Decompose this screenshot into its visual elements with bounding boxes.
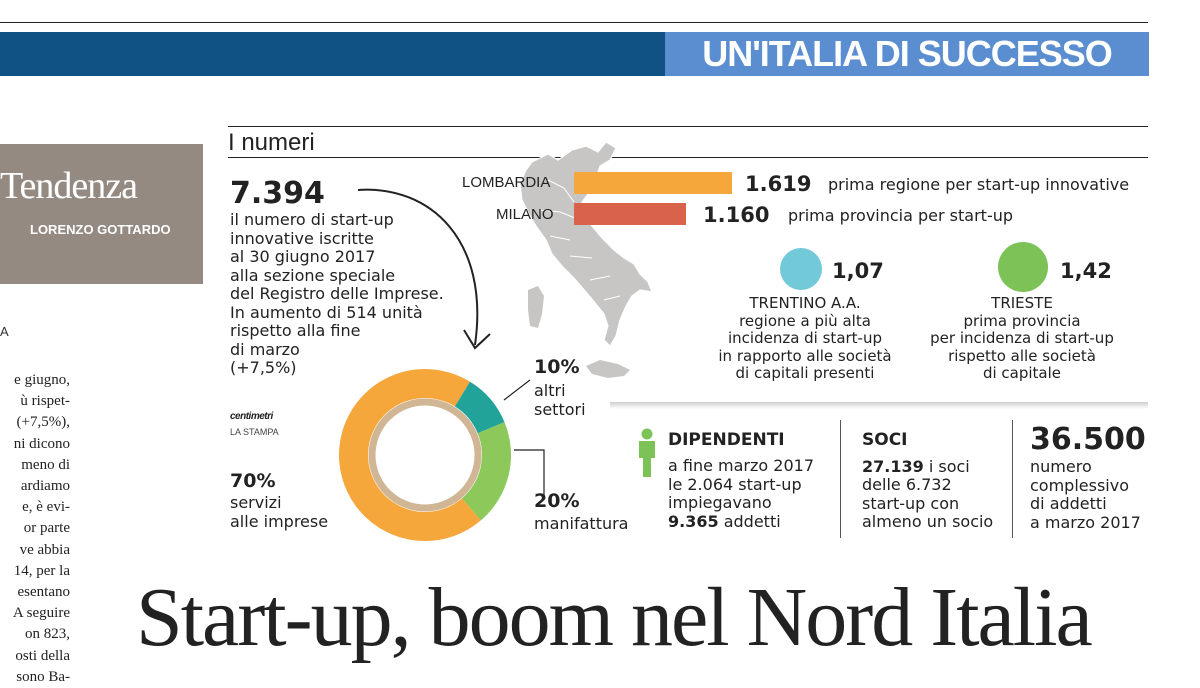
stats-divider-2 — [1012, 420, 1013, 538]
donut-slice-manifattura — [462, 422, 511, 521]
soci-line: almeno un socio — [862, 512, 994, 531]
article-line: e giugno, — [14, 372, 70, 388]
total-startups-value: 7.394 — [230, 176, 325, 211]
dipendenti-line: a fine marzo 2017 — [668, 456, 814, 475]
incidence-line: di capitale — [982, 364, 1062, 382]
sector-donut-chart — [339, 369, 511, 541]
label-servizi-value: 70% — [230, 470, 276, 492]
article-line: ù rispet- — [20, 393, 70, 410]
incidence-line: prima provincia — [963, 311, 1081, 330]
donut-leader-lines — [503, 379, 545, 500]
total-description-line: di marzo — [230, 339, 300, 359]
column-label: Tendenza — [0, 165, 138, 207]
dipendenti-title: DIPENDENTI — [668, 430, 785, 450]
total-description-line: il numero di start-up — [230, 210, 394, 229]
dipendenti-line: le 2.064 start-up — [668, 474, 802, 494]
addetti-line: complessivo — [1030, 475, 1129, 495]
rank-bar-milano — [574, 203, 686, 225]
rank-value-milano: 1.160 — [703, 203, 770, 227]
donut-slice-altri — [454, 381, 505, 434]
stats-divider-1 — [840, 420, 841, 538]
incidence-line: rispetto alle società — [948, 346, 1096, 365]
soci-text: delle 6.732 start-up con almeno un socio — [862, 475, 994, 532]
incidence-circle-trieste — [998, 242, 1048, 292]
total-description-line: al 30 giugno 2017 — [230, 247, 376, 266]
article-line: esentano — [17, 584, 70, 601]
total-description-line: del Registro delle Imprese. — [230, 284, 444, 303]
dipendenti-text: a fine marzo 2017 le 2.064 start-up impieg… — [668, 456, 814, 513]
rank-place-lombardia: LOMBARDIA — [462, 174, 551, 191]
label-servizi-text: servizi alle imprese — [230, 493, 329, 531]
incidence-line: in rapporto alle società — [718, 346, 892, 365]
credit-source: LA STAMPA — [230, 427, 279, 437]
soci-value-line: 27.139 i soci — [862, 457, 970, 476]
article-line: osti della — [15, 647, 70, 664]
soci-line: delle 6.732 — [862, 475, 952, 494]
article-line: e, è evi- — [22, 499, 70, 516]
label-altri-value: 10% — [534, 356, 580, 378]
addetti-value: 36.500 — [1030, 422, 1146, 457]
total-description-line: rispetto alla fine — [230, 321, 361, 340]
incidence-line: regione a più alta — [739, 311, 871, 330]
label-manifattura-text: manifattura — [534, 514, 629, 533]
article-line: on 823, — [25, 626, 70, 643]
total-startups-description: il numero di start-up innovative iscritte… — [230, 210, 444, 378]
soci-line: start-up con — [862, 493, 960, 513]
section-title: UN'ITALIA DI SUCCESSO — [665, 32, 1149, 76]
rank-place-milano: MILANO — [496, 206, 554, 223]
total-description-line: (+7,5%) — [230, 358, 297, 377]
headline: Start-up, boom nel Nord Italia — [136, 571, 1093, 664]
rank-bar-lombardia — [574, 172, 732, 194]
label-altri-text: altri settori — [534, 381, 586, 419]
infographic-heading: I numeri — [228, 129, 315, 156]
article-line: or parte — [23, 520, 70, 537]
article-dateline-fragment: A — [0, 324, 9, 339]
italy-map — [519, 141, 653, 378]
incidence-line: incidenza di start-up — [727, 329, 882, 347]
author-byline: LORENZO GOTTARDO — [30, 222, 171, 237]
addetti-line: a marzo 2017 — [1030, 512, 1141, 532]
section-banner-bar — [0, 32, 665, 76]
donut-slice-servizi — [339, 369, 481, 541]
article-line: (+7,5%), — [16, 414, 70, 431]
rank-value-lombardia: 1.619 — [745, 172, 812, 196]
article-line: A seguire — [12, 605, 70, 622]
article-line: meno di — [21, 456, 70, 473]
total-description-line: In aumento di 514 unità — [230, 302, 423, 322]
infographic-heading-rule — [228, 157, 1148, 158]
article-body-fragment: e giugno, ù rispet- (+7,5%), ni dicono meno … — [0, 370, 70, 688]
article-line: ve abbia — [19, 541, 70, 558]
incidence-circle-trentino — [780, 248, 822, 290]
person-icon — [639, 428, 655, 477]
credit-brand: centimetri — [230, 411, 273, 422]
rank-desc-lombardia: prima regione per start-up innovative — [828, 175, 1130, 194]
curved-arrow — [357, 188, 491, 350]
article-line: 14, per la — [13, 562, 70, 579]
incidence-value-trentino: 1,07 — [832, 259, 884, 283]
addetti-line: numero — [1030, 457, 1092, 476]
incidence-line: per incidenza di start-up — [930, 329, 1114, 347]
infographic-top-rule — [228, 126, 1148, 127]
label-manifattura-value: 20% — [534, 490, 580, 512]
soci-title: SOCI — [862, 430, 908, 450]
top-rule — [0, 22, 1148, 23]
dipendenti-line: impiegavano — [668, 493, 772, 512]
total-description-line: alla sezione speciale — [230, 265, 396, 285]
addetti-text: numero complessivo di addetti a marzo 2017 — [1030, 457, 1141, 532]
incidence-line: TRENTINO A.A. — [749, 294, 861, 312]
column-tag-box — [0, 144, 203, 284]
incidence-desc-trieste: TRIESTE prima provincia per incidenza di s… — [912, 294, 1132, 383]
incidence-line: di capitali presenti — [735, 364, 875, 382]
addetti-line: di addetti — [1030, 494, 1107, 513]
total-description-line: innovative iscritte — [230, 228, 374, 248]
article-line: sono Ba- — [16, 668, 70, 685]
incidence-desc-trentino: TRENTINO A.A. regione a più alta incidenza… — [700, 294, 910, 383]
incidence-line: TRIESTE — [991, 294, 1053, 312]
rank-desc-milano: prima provincia per start-up — [788, 206, 1014, 225]
incidence-value-trieste: 1,42 — [1060, 259, 1112, 283]
stats-separator — [610, 402, 1148, 409]
article-line: ardiamo — [20, 478, 70, 495]
dipendenti-value-line: 9.365 addetti — [668, 512, 781, 531]
article-line: ni dicono — [13, 435, 70, 452]
